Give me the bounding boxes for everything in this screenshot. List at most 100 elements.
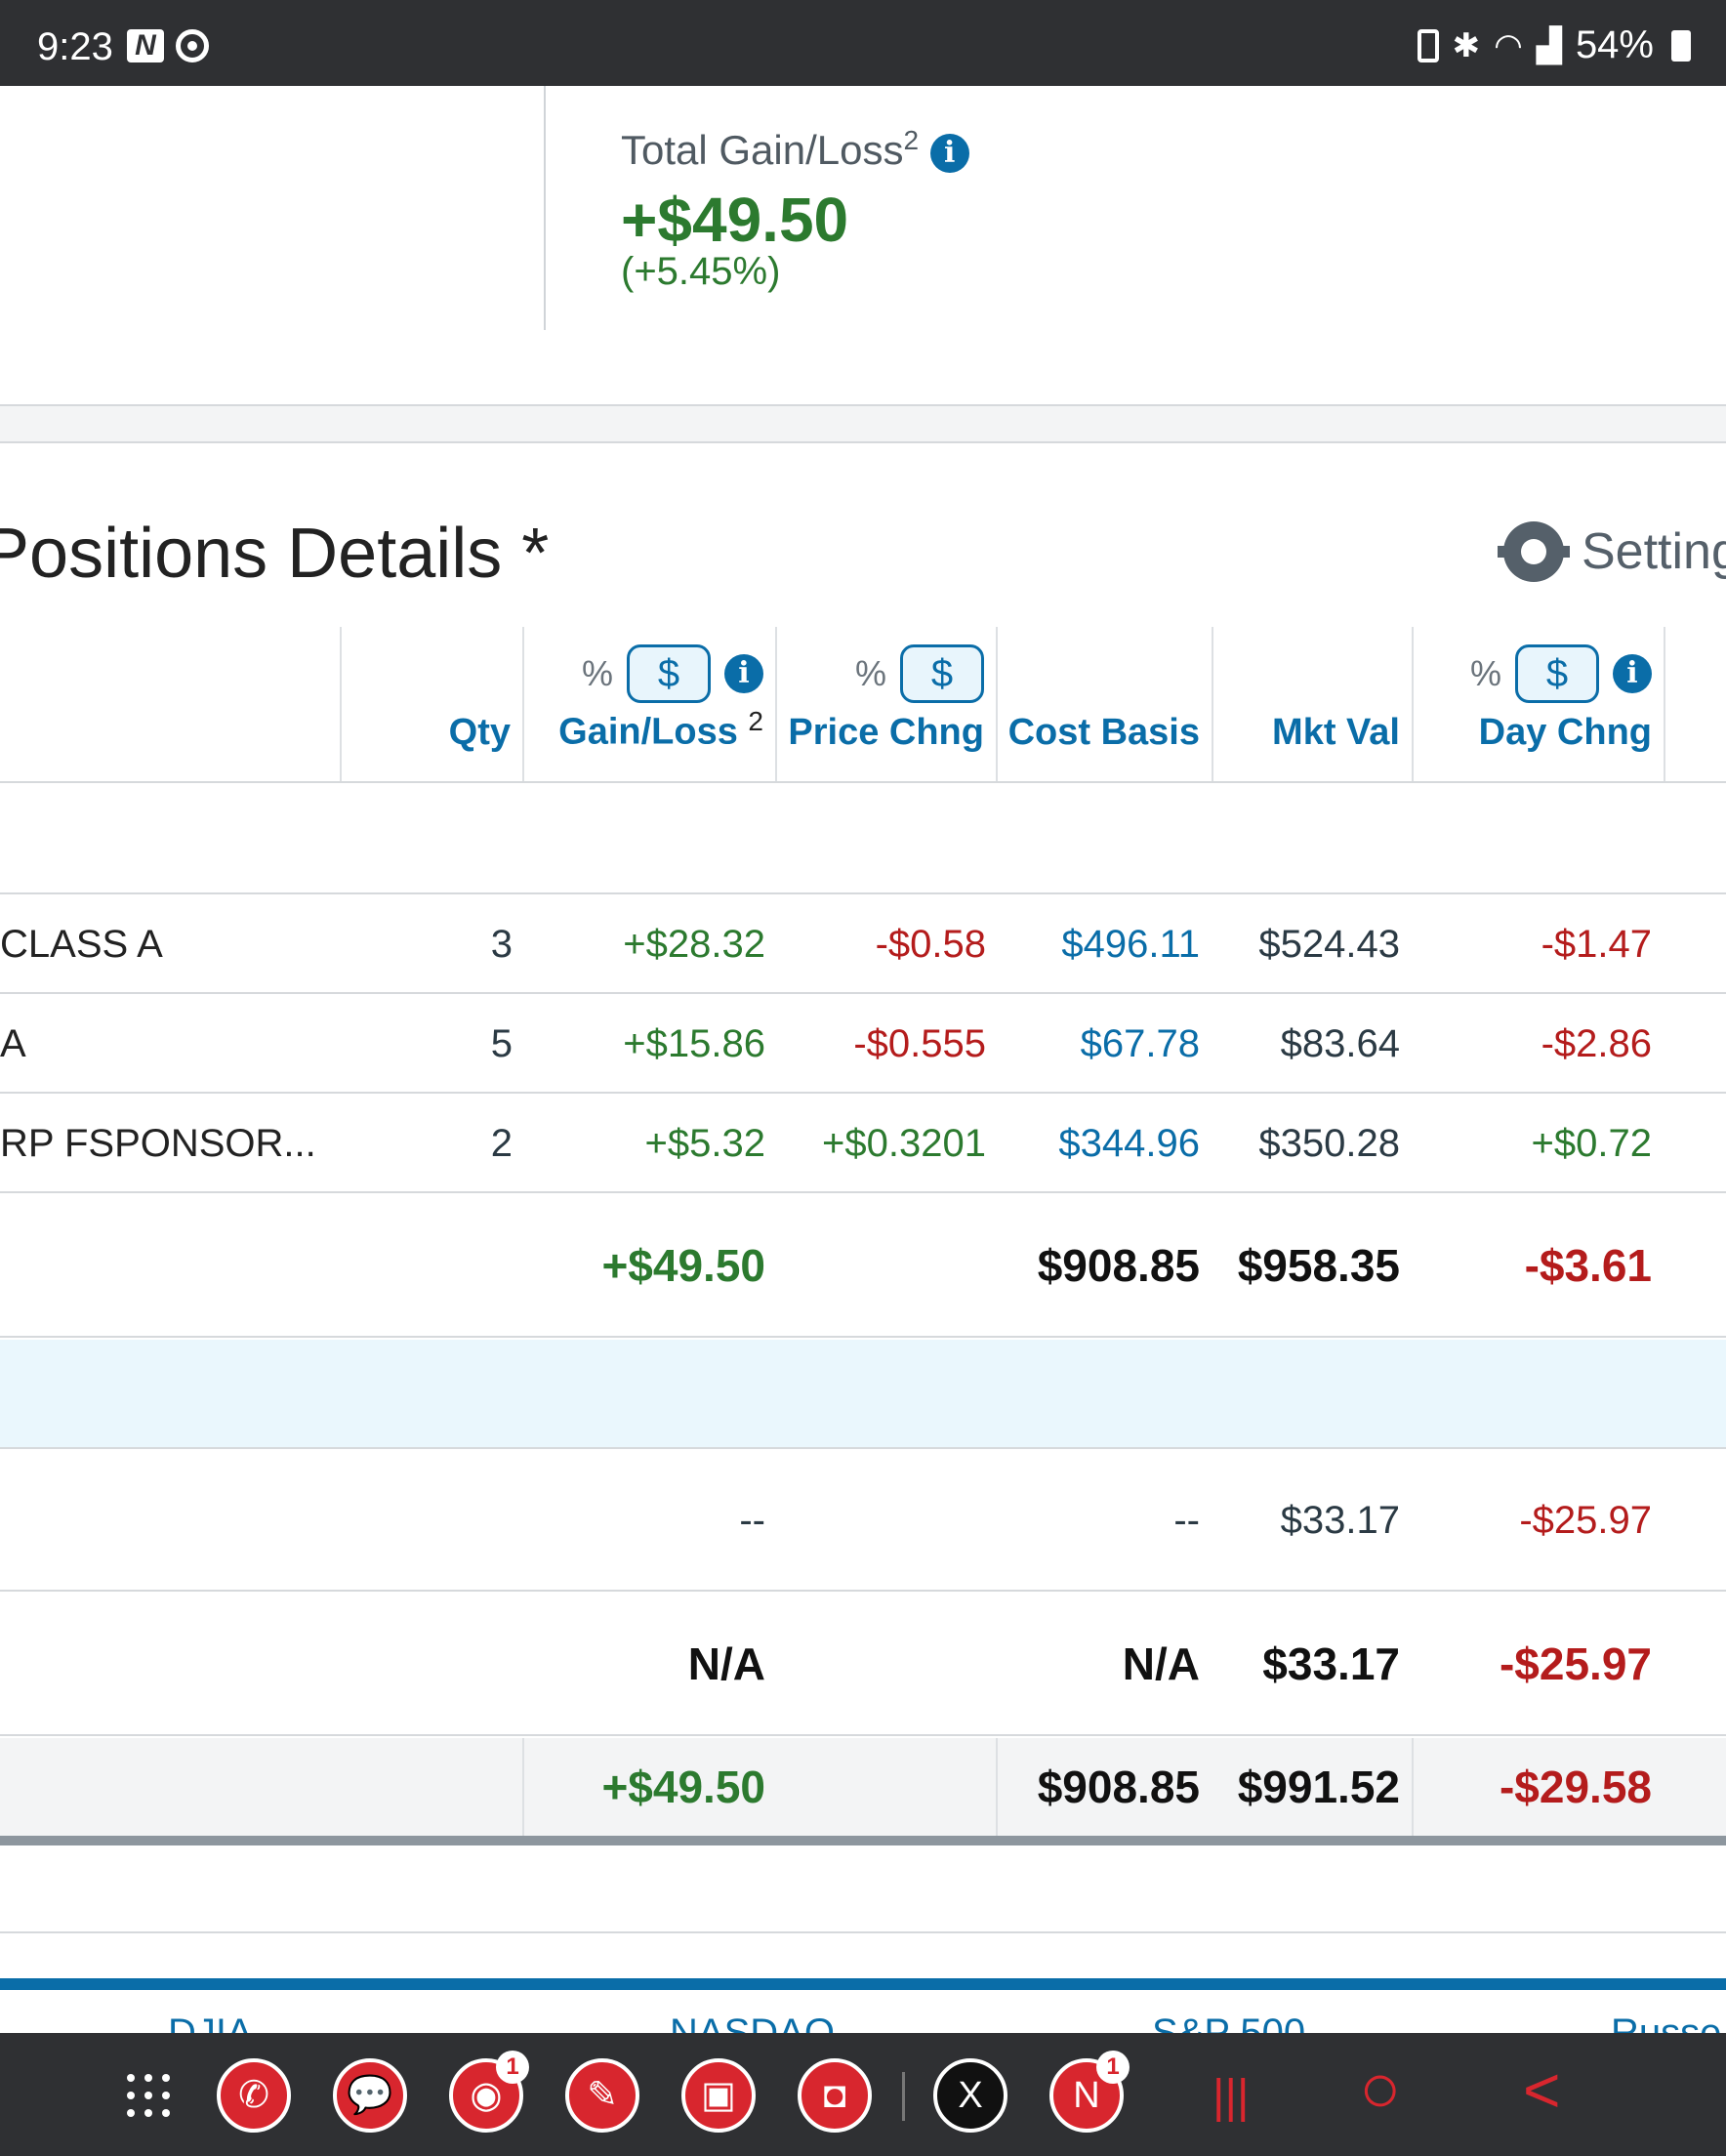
header-gain-loss[interactable]: % $ i Gain/Loss 2 [524, 627, 775, 783]
table-header: Qty % $ i Gain/Loss 2 % $ Price Chng Cos… [0, 627, 1726, 783]
day-chng-cell: -$1.47 [1541, 922, 1652, 966]
header-day-chng[interactable]: % $ i Day Chng [1414, 627, 1664, 783]
total-gain-loss-cell: N/A [687, 1638, 765, 1689]
screenshot-icon[interactable]: ◘ [798, 2058, 872, 2133]
bluetooth-icon: ✱ [1452, 26, 1481, 64]
mkt-val-cell: $33.17 [1280, 1498, 1400, 1542]
cash-total-row: N/A N/A $33.17 -$25.97 [0, 1594, 1726, 1736]
account-gain-loss-cell: +$49.50 [601, 1762, 765, 1812]
total-gain-loss-label: Total Gain/Loss2 i [621, 125, 969, 174]
positions-details-title: Positions Details * [0, 515, 550, 593]
dock-separator [902, 2072, 905, 2121]
cost-basis-cell[interactable]: $496.11 [1061, 922, 1200, 966]
header-qty[interactable]: Qty [448, 712, 511, 753]
percent-toggle[interactable]: % [1469, 653, 1501, 693]
recents-button[interactable]: ||| [1212, 2071, 1250, 2123]
header-price-chng[interactable]: % $ Price Chng [777, 627, 996, 783]
mkt-val-cell: $83.64 [1280, 1021, 1400, 1065]
column-divider [1664, 627, 1665, 783]
column-divider [522, 1738, 524, 1836]
column-divider [522, 627, 524, 783]
percent-toggle[interactable]: % [854, 653, 886, 693]
total-mkt-val-cell: $958.35 [1237, 1240, 1400, 1291]
index-russell[interactable]: Russe [1611, 2011, 1722, 2033]
signal-icon: ▟ [1536, 26, 1562, 64]
table-row[interactable]: CLASS A 3 +$28.32 -$0.58 $496.11 $524.43… [0, 896, 1726, 994]
total-gain-loss-cell: +$49.50 [601, 1240, 765, 1291]
index-sp500[interactable]: S&P 500 [1152, 2011, 1306, 2033]
dollar-toggle-button[interactable]: $ [627, 644, 711, 703]
notification-badge: 1 [1096, 2051, 1130, 2084]
cost-basis-cell[interactable]: $67.78 [1080, 1021, 1200, 1065]
gear-icon [1498, 521, 1570, 582]
gain-loss-cell: +$5.32 [644, 1121, 765, 1165]
table-row[interactable]: RP FSPONSOR... 2 +$5.32 +$0.3201 $344.96… [0, 1096, 1726, 1193]
account-day-chng-cell: -$29.58 [1499, 1762, 1652, 1812]
column-divider [1412, 1738, 1414, 1836]
cost-basis-cell[interactable]: $344.96 [1058, 1121, 1200, 1165]
notes-pen-icon[interactable]: ✎ [565, 2058, 639, 2133]
gain-loss-cell: +$15.86 [623, 1021, 765, 1065]
phone-icon[interactable]: ✆ [217, 2058, 291, 2133]
day-chng-cell: -$2.86 [1541, 1021, 1652, 1065]
column-divider [1212, 627, 1213, 783]
header-cost-basis[interactable]: Cost Basis [1007, 712, 1200, 753]
column-divider [996, 1738, 998, 1836]
percent-toggle[interactable]: % [581, 653, 613, 693]
total-day-chng-cell: -$25.97 [1499, 1638, 1652, 1689]
gain-loss-cell: -- [739, 1498, 765, 1542]
security-name[interactable]: CLASS A [0, 922, 163, 966]
column-divider [775, 627, 777, 783]
header-mkt-val[interactable]: Mkt Val [1272, 712, 1400, 753]
messages-icon[interactable]: 💬 [333, 2058, 407, 2133]
total-day-chng-cell: -$3.61 [1524, 1240, 1652, 1291]
dollar-toggle-button[interactable]: $ [900, 644, 984, 703]
total-cost-basis-cell: $908.85 [1037, 1240, 1200, 1291]
settings-label: Settings [1582, 523, 1726, 580]
cost-basis-cell: -- [1173, 1498, 1200, 1542]
summary-panel: Total Gain/Loss2 i +$49.50 (+5.45%) [0, 86, 1726, 406]
table-row[interactable]: A 5 +$15.86 -$0.555 $67.78 $83.64 -$2.86 [0, 996, 1726, 1094]
qty-cell: 3 [490, 922, 513, 966]
price-chng-cell: -$0.555 [853, 1021, 986, 1065]
gallery-icon[interactable]: ▣ [681, 2058, 756, 2133]
n-app-icon: N [127, 29, 164, 62]
gain-loss-cell: +$28.32 [623, 922, 765, 966]
battery-icon [1671, 29, 1691, 62]
settings-button[interactable]: Settings [1498, 521, 1726, 582]
section-separator [0, 406, 1726, 443]
price-chng-cell: +$0.3201 [822, 1121, 986, 1165]
security-name[interactable]: RP FSPONSOR... [0, 1121, 316, 1165]
index-djia[interactable]: DJIA [168, 2011, 253, 2033]
account-total-row: +$49.50 $908.85 $991.52 -$29.58 [0, 1738, 1726, 1845]
dollar-toggle-button[interactable]: $ [1515, 644, 1599, 703]
back-button[interactable]: < [1523, 2053, 1561, 2126]
account-cost-basis-cell: $908.85 [1037, 1762, 1200, 1812]
info-icon[interactable]: i [724, 654, 763, 693]
home-button[interactable]: ○ [1359, 2050, 1402, 2128]
table-footer-spacer [0, 1855, 1726, 1933]
status-bar: 9:23 N ✱ ◠ ▟ 54% [0, 0, 1726, 86]
wifi-icon: ◠ [1494, 26, 1523, 64]
cash-row[interactable]: -- -- $33.17 -$25.97 [0, 1451, 1726, 1592]
total-mkt-val-cell: $33.17 [1262, 1638, 1400, 1689]
status-time: 9:23 [37, 25, 113, 68]
group-header-row [0, 785, 1726, 894]
account-mkt-val-cell: $991.52 [1237, 1762, 1400, 1812]
app-drawer-icon[interactable] [127, 2074, 170, 2117]
column-divider [340, 627, 342, 783]
chrome-icon[interactable]: ◉ 1 [449, 2051, 529, 2133]
column-divider [996, 627, 998, 783]
market-index-strip: DJIA NASDAQ S&P 500 Russe [0, 1978, 1726, 2033]
security-name[interactable]: A [0, 1021, 26, 1065]
x-app-icon[interactable]: X [933, 2058, 1007, 2133]
info-icon[interactable]: i [929, 133, 969, 173]
summary-divider [544, 86, 546, 330]
qty-cell: 2 [490, 1121, 513, 1165]
info-icon[interactable]: i [1613, 654, 1652, 693]
battery-percent: 54% [1575, 23, 1654, 66]
index-nasdaq[interactable]: NASDAQ [670, 2011, 835, 2033]
day-chng-cell: -$25.97 [1519, 1498, 1652, 1542]
